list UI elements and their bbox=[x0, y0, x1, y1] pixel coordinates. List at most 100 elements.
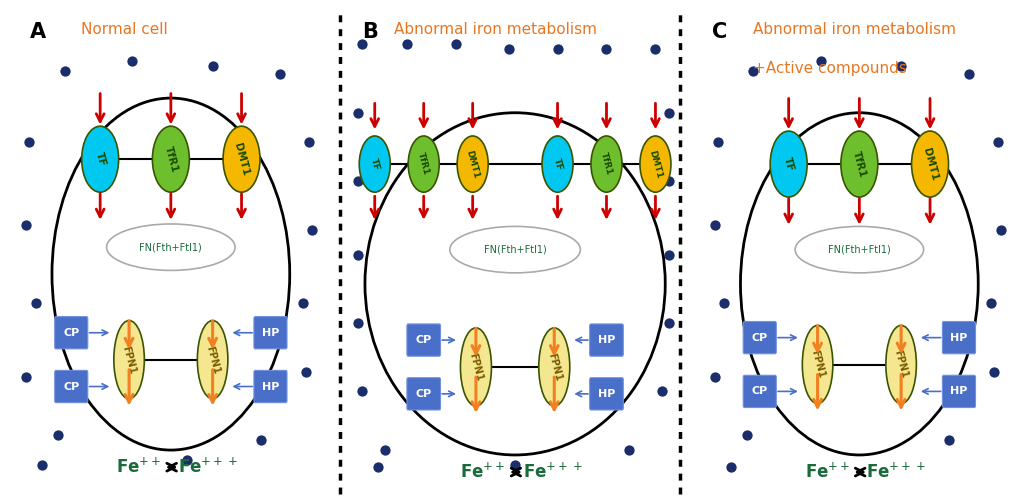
Text: HP: HP bbox=[262, 382, 279, 392]
Point bbox=[18, 221, 35, 229]
Text: Abnormal iron metabolism: Abnormal iron metabolism bbox=[394, 22, 597, 37]
Point bbox=[398, 40, 415, 48]
Text: CP: CP bbox=[415, 389, 431, 399]
Text: Fe$^{+++}$: Fe$^{+++}$ bbox=[866, 463, 925, 482]
Point bbox=[706, 373, 722, 381]
Text: CP: CP bbox=[751, 333, 767, 343]
FancyBboxPatch shape bbox=[55, 317, 88, 349]
Text: DMT1: DMT1 bbox=[647, 149, 663, 179]
Ellipse shape bbox=[365, 113, 664, 455]
Point bbox=[57, 67, 73, 75]
Point bbox=[941, 436, 957, 445]
Text: FPN1: FPN1 bbox=[892, 349, 909, 380]
Point bbox=[982, 299, 999, 307]
Ellipse shape bbox=[52, 98, 289, 450]
Text: FPN1: FPN1 bbox=[120, 345, 138, 375]
Text: TfR1: TfR1 bbox=[598, 152, 613, 176]
Point bbox=[621, 446, 637, 454]
Point bbox=[294, 299, 311, 307]
Text: DMT1: DMT1 bbox=[464, 149, 480, 179]
Point bbox=[195, 424, 211, 432]
Point bbox=[566, 187, 582, 195]
Ellipse shape bbox=[541, 136, 573, 192]
Ellipse shape bbox=[197, 321, 227, 399]
Text: DMT1: DMT1 bbox=[232, 142, 251, 177]
Text: HP: HP bbox=[950, 333, 967, 343]
Point bbox=[227, 336, 244, 344]
Point bbox=[721, 463, 738, 471]
Point bbox=[246, 202, 262, 210]
Point bbox=[500, 45, 517, 53]
Text: CP: CP bbox=[415, 335, 431, 345]
Text: FN(Fth+Ftl1): FN(Fth+Ftl1) bbox=[483, 244, 546, 255]
Point bbox=[647, 45, 663, 53]
Point bbox=[304, 226, 320, 234]
Point bbox=[447, 40, 464, 48]
Point bbox=[79, 202, 96, 210]
Point bbox=[298, 368, 314, 376]
Text: HP: HP bbox=[262, 328, 279, 338]
Point bbox=[99, 336, 115, 344]
Ellipse shape bbox=[538, 328, 570, 406]
Point bbox=[461, 431, 477, 439]
Text: A: A bbox=[30, 22, 46, 42]
Point bbox=[253, 436, 269, 445]
Point bbox=[370, 463, 386, 471]
Text: Normal cell: Normal cell bbox=[81, 22, 167, 37]
Text: HP: HP bbox=[597, 389, 614, 399]
Point bbox=[776, 270, 793, 278]
FancyBboxPatch shape bbox=[942, 375, 974, 408]
Point bbox=[621, 309, 637, 317]
Point bbox=[618, 192, 634, 200]
Ellipse shape bbox=[590, 136, 622, 192]
Point bbox=[301, 138, 317, 146]
Point bbox=[117, 424, 133, 432]
Ellipse shape bbox=[107, 224, 235, 271]
Text: CP: CP bbox=[63, 328, 79, 338]
Text: TfR1: TfR1 bbox=[850, 150, 867, 178]
Point bbox=[392, 309, 409, 317]
Ellipse shape bbox=[639, 136, 671, 192]
Text: Fe$^{++}$: Fe$^{++}$ bbox=[116, 458, 161, 477]
Text: C: C bbox=[711, 22, 727, 42]
Text: TF: TF bbox=[782, 156, 795, 172]
Point bbox=[539, 431, 555, 439]
Text: CP: CP bbox=[63, 382, 79, 392]
Point bbox=[738, 431, 754, 439]
Ellipse shape bbox=[408, 136, 439, 192]
Point bbox=[659, 177, 676, 185]
Point bbox=[204, 62, 220, 71]
Point bbox=[653, 388, 669, 396]
Point bbox=[178, 456, 195, 464]
Point bbox=[21, 138, 38, 146]
Ellipse shape bbox=[152, 126, 190, 192]
Point bbox=[447, 187, 464, 195]
FancyBboxPatch shape bbox=[254, 317, 286, 349]
Point bbox=[924, 270, 941, 278]
Text: CP: CP bbox=[751, 387, 767, 397]
Ellipse shape bbox=[769, 131, 806, 197]
Ellipse shape bbox=[884, 326, 915, 404]
Point bbox=[350, 250, 366, 259]
Text: Fe$^{++}$: Fe$^{++}$ bbox=[804, 463, 849, 482]
Ellipse shape bbox=[840, 131, 877, 197]
Text: B: B bbox=[362, 22, 377, 42]
Point bbox=[659, 109, 676, 117]
FancyBboxPatch shape bbox=[743, 322, 775, 354]
Text: HP: HP bbox=[597, 335, 614, 345]
Point bbox=[812, 57, 828, 66]
Ellipse shape bbox=[82, 126, 118, 192]
Ellipse shape bbox=[457, 136, 488, 192]
Ellipse shape bbox=[460, 328, 491, 406]
Point bbox=[506, 182, 523, 190]
Text: FPN1: FPN1 bbox=[808, 349, 825, 380]
Text: TF: TF bbox=[551, 157, 562, 171]
Point bbox=[506, 461, 523, 469]
Point bbox=[506, 319, 523, 327]
Point bbox=[350, 109, 366, 117]
Point bbox=[89, 270, 105, 278]
Ellipse shape bbox=[795, 226, 923, 273]
Point bbox=[659, 250, 676, 259]
FancyBboxPatch shape bbox=[589, 377, 623, 410]
Text: FN(Fth+Ftl1): FN(Fth+Ftl1) bbox=[827, 244, 890, 255]
